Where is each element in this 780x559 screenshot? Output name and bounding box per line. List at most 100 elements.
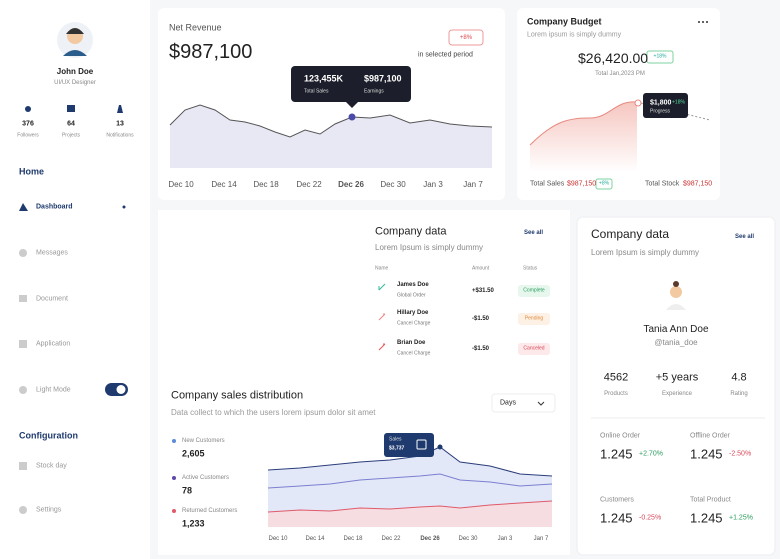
revenue-badge: [448, 29, 484, 46]
tooltip-value: $1,800: [650, 99, 672, 107]
sales-area-returned: [268, 501, 552, 527]
status-pill: [518, 285, 550, 297]
stat-label: Notifications: [106, 132, 134, 139]
projects-icon: [67, 105, 75, 112]
menu-dot[interactable]: [698, 21, 700, 23]
revenue-badge: +8%: [459, 35, 473, 41]
nav-item[interactable]: Stock day: [36, 462, 67, 470]
card-subtitle: Lorem ipsum is simply dummy: [527, 31, 622, 39]
row-icon: [378, 343, 386, 351]
x-label: Dec 26: [420, 536, 440, 542]
nav-item[interactable]: Messages: [36, 249, 68, 257]
budget-note: Total Jan,2023 PM: [595, 71, 645, 77]
metric-label: Offline Order: [690, 432, 730, 440]
stat-value: 64: [67, 120, 75, 128]
sales-tooltip: [384, 433, 434, 457]
x-label: Dec 18: [343, 536, 363, 542]
row-sub: Cancel Charge: [397, 350, 431, 357]
sales-point: [437, 444, 443, 450]
see-all-link[interactable]: See all: [524, 230, 544, 236]
profile-stat-label: Products: [604, 391, 628, 397]
row-amount: -$1.50: [472, 316, 490, 322]
x-label: Dec 18: [253, 180, 279, 189]
x-label: Dec 14: [211, 180, 237, 189]
card-title: Company sales distribution: [171, 389, 304, 402]
see-all-link[interactable]: See all: [735, 234, 755, 240]
metric-value: 1.245: [690, 510, 723, 526]
section-heading: Configuration: [19, 430, 78, 441]
row-name: Brian Doe: [397, 340, 426, 346]
card-title: Company Budget: [527, 16, 602, 27]
profile-stat-value: 4562: [603, 371, 629, 384]
x-label: Dec 22: [296, 180, 322, 189]
nav-icon: [19, 386, 27, 394]
nav-icon: [19, 249, 27, 257]
nav-item[interactable]: Settings: [36, 506, 62, 514]
profile-stat-value: +5 years: [655, 371, 699, 384]
row-name: James Doe: [397, 282, 429, 288]
profile-stat-value: 4.8: [731, 371, 747, 384]
total-value: $987,150: [567, 180, 597, 188]
dropdown-label[interactable]: Days: [500, 399, 516, 407]
profile-stat-label: Rating: [730, 391, 748, 397]
metric-change: +1.25%: [729, 514, 753, 522]
metric-label: Online Order: [600, 432, 641, 440]
budget-tooltip: [643, 93, 688, 118]
legend-value: 1,233: [182, 518, 205, 529]
nav-icon: [19, 340, 27, 348]
row-icon: [378, 313, 386, 321]
stat-label: Followers: [17, 132, 39, 139]
days-dropdown[interactable]: [491, 393, 556, 413]
nav-item[interactable]: Light Mode: [36, 386, 71, 394]
metric-change: +2.70%: [639, 450, 663, 458]
row-icon: [378, 283, 386, 291]
budget-line: [529, 101, 638, 146]
metric-label: Customers: [600, 496, 634, 504]
budget-area: [530, 101, 637, 172]
card-subtitle: Lorem Ipsum is simply dummy: [591, 248, 700, 257]
period-label: in selected period: [418, 51, 473, 59]
dropdown-caret: [537, 401, 545, 406]
row-status: Complete: [523, 287, 545, 294]
legend-dot: [172, 439, 176, 443]
card-title: Company data: [375, 225, 447, 238]
row-sub: Cancel Charge: [397, 320, 431, 327]
stat-value: 376: [22, 120, 34, 128]
revenue-point: [348, 113, 356, 121]
nav-icon: [19, 295, 27, 302]
legend-dot: [172, 509, 176, 513]
x-label: Jan 3: [423, 180, 443, 189]
tooltip-icon: [416, 439, 427, 450]
card-title: Company data: [591, 227, 670, 241]
x-label: Dec 22: [381, 536, 401, 542]
metric-value: 1.245: [600, 510, 633, 526]
legend-dot: [172, 476, 176, 480]
nav-item[interactable]: Application: [36, 340, 71, 348]
nav-item[interactable]: Document: [36, 295, 68, 303]
legend-label: Active Customers: [182, 475, 230, 481]
tooltip-pointer: [346, 102, 358, 108]
budget-badge: +18%: [653, 53, 667, 60]
x-label: Jan 3: [497, 536, 513, 542]
profile-hair: [673, 281, 679, 287]
row-sub: Global Order: [397, 292, 426, 299]
legend-value: 78: [182, 485, 193, 496]
tooltip-label: Sales: [389, 436, 402, 443]
nav-item[interactable]: Dashboard: [36, 203, 73, 211]
profile-handle: @tania_doe: [654, 338, 698, 347]
x-label: Dec 26: [338, 180, 364, 189]
tooltip-value: $987,100: [364, 73, 402, 84]
status-pill: [518, 343, 550, 355]
nav-icon: [19, 462, 27, 470]
nav-icon: [19, 203, 28, 211]
metric-label: Total Product: [690, 496, 731, 504]
avatar-hair: [66, 28, 84, 34]
sales-line-returned: [267, 500, 553, 513]
tooltip-label: Progress: [650, 108, 671, 115]
section-heading: Home: [19, 166, 45, 177]
revenue-tooltip: [291, 66, 411, 102]
metric-change: -0.25%: [639, 514, 662, 522]
row-amount: -$1.50: [472, 346, 490, 352]
x-label: Dec 30: [458, 536, 478, 542]
